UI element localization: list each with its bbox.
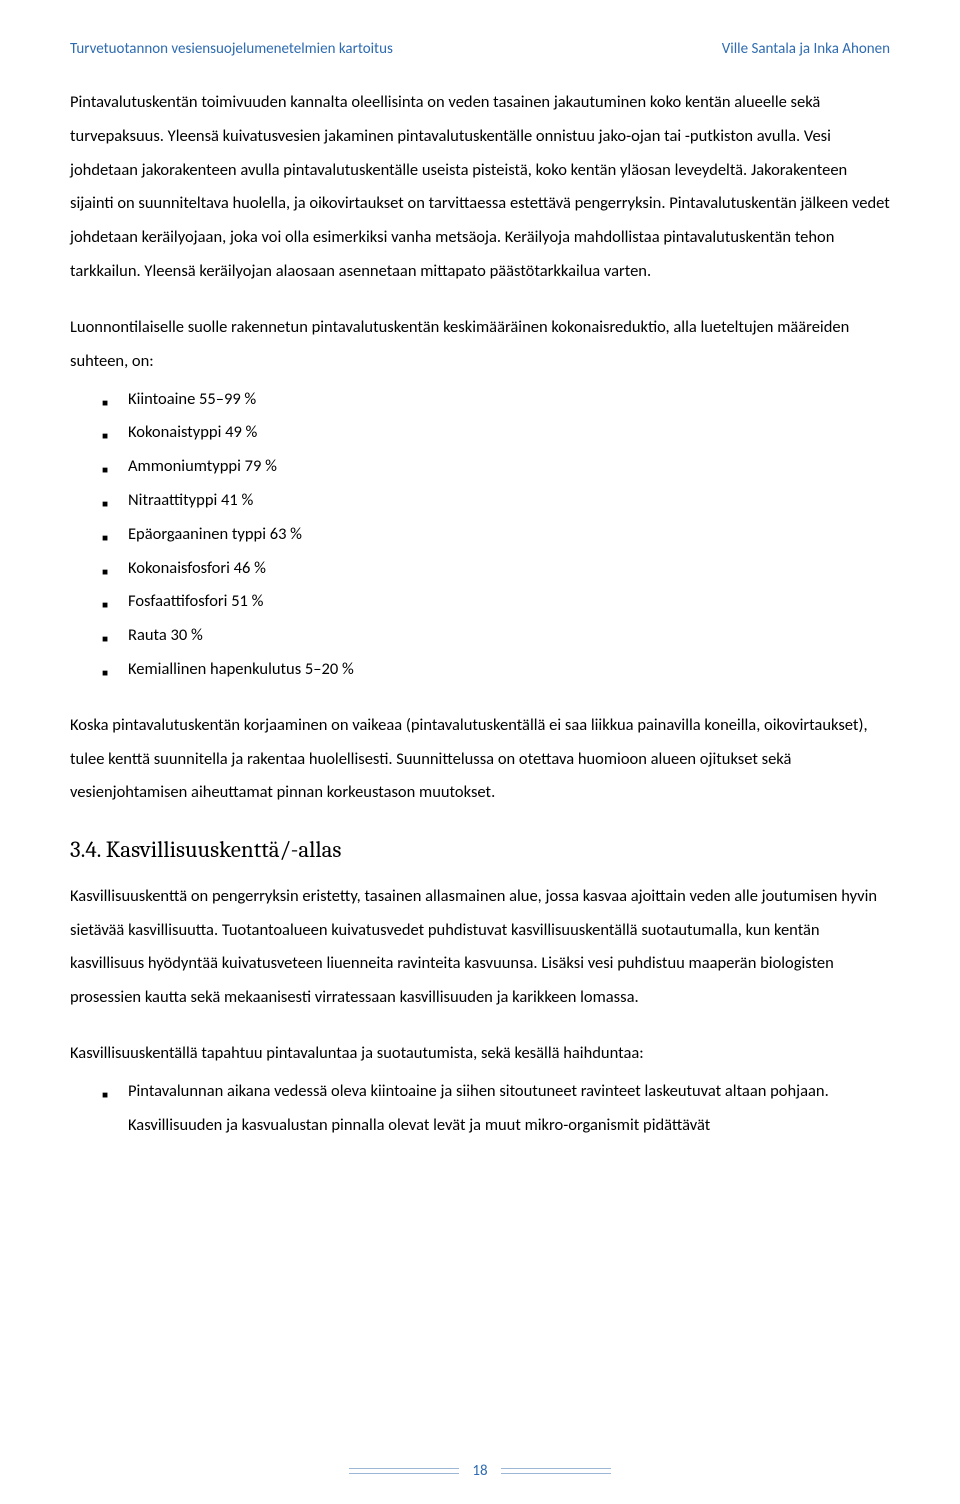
header-right: Ville Santala ja Inka Ahonen — [722, 40, 890, 58]
list-item: Kemiallinen hapenkulutus 5–20 % — [70, 653, 890, 687]
section-heading-3-4: 3.4. Kasvillisuuskenttä/-allas — [70, 836, 890, 863]
header-left: Turvetuotannon vesiensuojelumenetelmien … — [70, 40, 393, 58]
footer-decoration-right — [501, 1464, 611, 1478]
list2-intro: Kasvillisuuskentällä tapahtuu pintavalun… — [70, 1037, 890, 1071]
page-footer: 18 — [0, 1461, 960, 1480]
list-item: Kokonaisfosfori 46 % — [70, 552, 890, 586]
paragraph-4: Kasvillisuuskenttä on pengerryksin erist… — [70, 880, 890, 1015]
paragraph-3: Koska pintavalutuskentän korjaaminen on … — [70, 709, 890, 810]
list-item: Pintavalunnan aikana vedessä oleva kiint… — [70, 1075, 890, 1143]
paragraph-1: Pintavalutuskentän toimivuuden kannalta … — [70, 86, 890, 289]
list-item: Nitraattityppi 41 % — [70, 484, 890, 518]
footer-decoration-left — [349, 1464, 459, 1478]
list1-intro: Luonnontilaiselle suolle rakennetun pint… — [70, 311, 890, 379]
list-item: Rauta 30 % — [70, 619, 890, 653]
process-list: Pintavalunnan aikana vedessä oleva kiint… — [70, 1075, 890, 1143]
reduction-list: Kiintoaine 55–99 % Kokonaistyppi 49 % Am… — [70, 383, 890, 687]
page-header: Turvetuotannon vesiensuojelumenetelmien … — [70, 40, 890, 58]
list-item: Kokonaistyppi 49 % — [70, 416, 890, 450]
list-item: Ammoniumtyppi 79 % — [70, 450, 890, 484]
list-item: Epäorgaaninen typpi 63 % — [70, 518, 890, 552]
document-page: Turvetuotannon vesiensuojelumenetelmien … — [0, 0, 960, 1504]
list-item: Fosfaattifosfori 51 % — [70, 585, 890, 619]
page-number: 18 — [472, 1462, 487, 1480]
list-item: Kiintoaine 55–99 % — [70, 383, 890, 417]
